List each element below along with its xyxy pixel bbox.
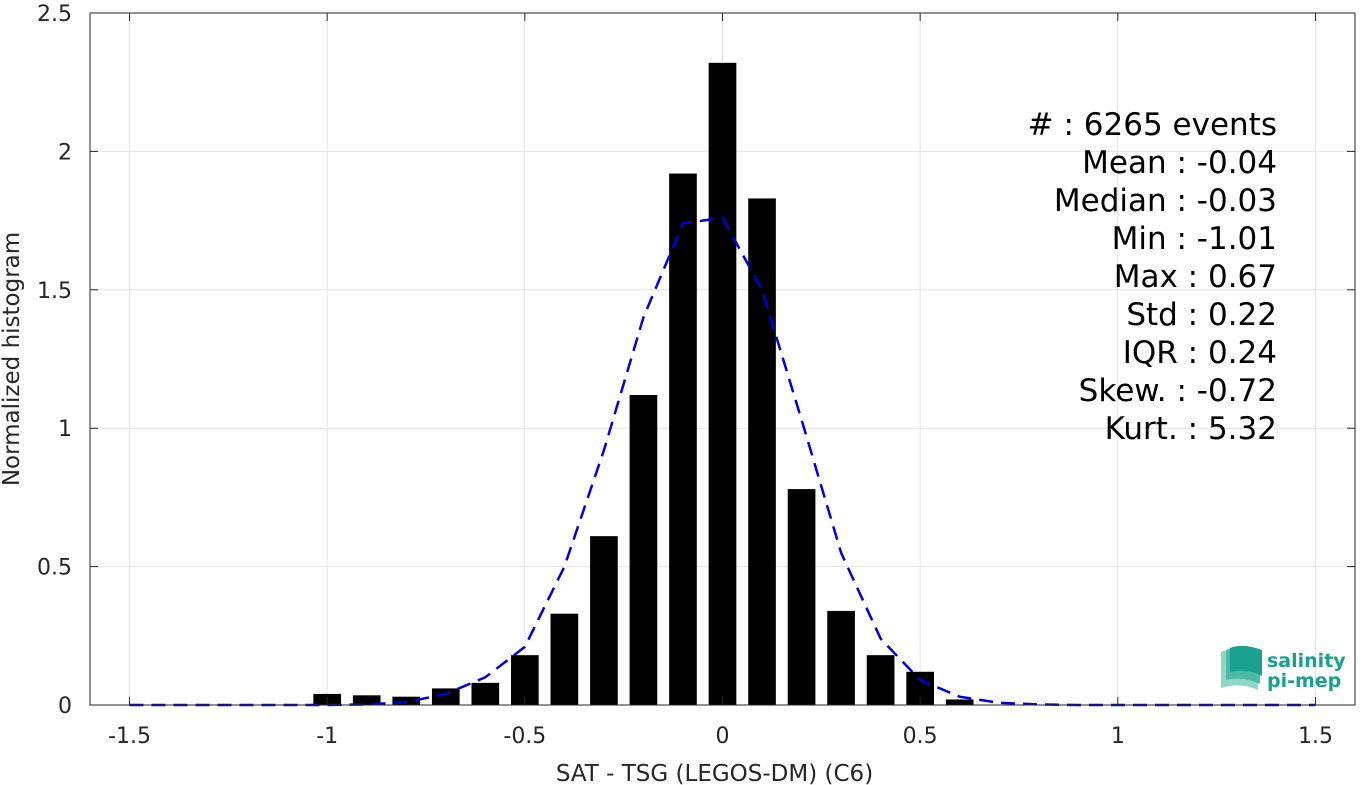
bars	[313, 62, 974, 706]
histogram-bar	[787, 489, 816, 705]
stat-line: Median : -0.03	[1054, 183, 1277, 219]
x-axis-label: SAT - TSG (LEGOS-DM) (C6)	[556, 761, 873, 785]
x-ticks: -1.5 -1 -0.5 0 0.5 1 1.5	[108, 13, 1333, 749]
histogram-bar	[352, 695, 381, 705]
histogram-bar	[511, 655, 539, 705]
histogram-bar	[827, 610, 855, 705]
histogram-bar	[669, 173, 697, 705]
histogram-bar	[866, 655, 895, 705]
histogram-bar	[550, 613, 579, 705]
logo-text-line2: pi-mep	[1267, 670, 1341, 692]
histogram-bar	[945, 699, 974, 705]
y-tick-label: 2	[58, 140, 72, 165]
histogram-bar	[392, 696, 421, 705]
histogram-bar	[471, 682, 500, 705]
salinity-pi-mep-logo: salinity pi-mep	[1221, 645, 1346, 692]
x-tick-label: 0.5	[903, 724, 938, 749]
x-tick-label: -0.5	[503, 724, 546, 749]
stat-line: Kurt. : 5.32	[1105, 411, 1277, 447]
y-tick-label: 1	[58, 417, 72, 442]
stat-line: Max : 0.67	[1114, 259, 1277, 295]
stat-line: Mean : -0.04	[1082, 145, 1277, 181]
histogram-bar	[708, 62, 737, 706]
y-tick-label: 0	[58, 694, 72, 719]
stat-line: # : 6265 events	[1028, 107, 1277, 143]
stat-line: Std : 0.22	[1126, 297, 1277, 333]
stat-line: IQR : 0.24	[1123, 335, 1277, 371]
histogram-bar	[748, 198, 776, 705]
y-tick-label: 0.5	[37, 556, 72, 581]
x-tick-label: 0	[716, 724, 730, 749]
x-tick-label: -1.5	[108, 724, 151, 749]
x-tick-label: 1.5	[1298, 724, 1333, 749]
y-ticks: 0 0.5 1 1.5 2 2.5	[37, 2, 1355, 719]
histogram-bar	[431, 688, 460, 705]
y-tick-label: 1.5	[37, 279, 72, 304]
x-tick-label: 1	[1111, 724, 1125, 749]
histogram-bar	[629, 394, 658, 705]
logo-icon	[1221, 645, 1262, 690]
stat-line: Skew. : -0.72	[1079, 373, 1277, 409]
y-axis-label: Normalized histogram	[0, 232, 25, 486]
y-tick-label: 2.5	[37, 2, 72, 27]
logo-text-line1: salinity	[1267, 650, 1346, 672]
stat-line: Min : -1.01	[1112, 221, 1277, 257]
x-tick-label: -1	[316, 724, 338, 749]
histogram-bar	[590, 536, 618, 705]
